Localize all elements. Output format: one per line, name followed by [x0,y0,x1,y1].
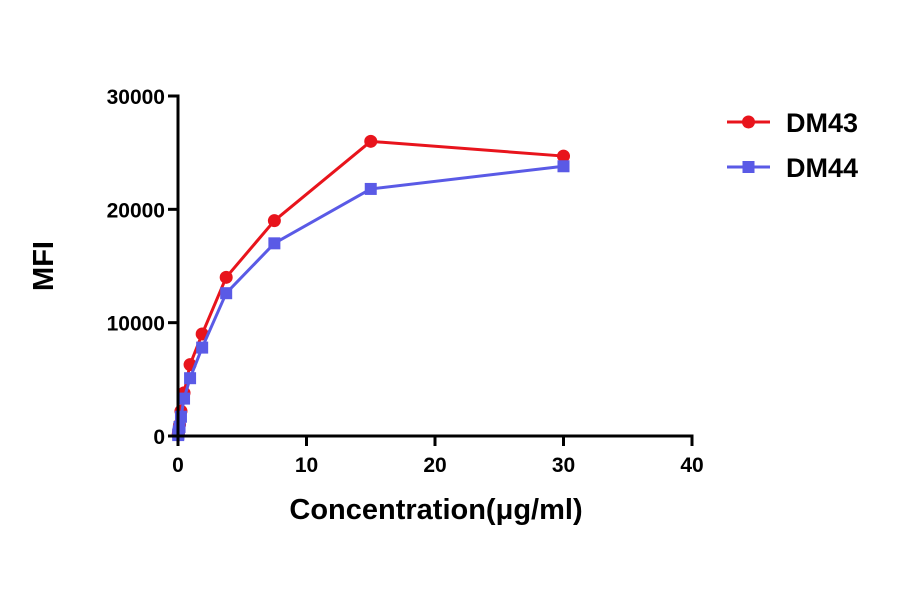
x-tick-label: 10 [295,454,318,477]
legend-marker [742,161,755,173]
y-tick-label: 0 [153,426,165,449]
series-line-dm44 [176,164,564,436]
legend-marker [742,115,755,129]
data-point [364,182,377,195]
y-tick-label: 30000 [107,86,165,109]
y-tick-label: 10000 [107,313,165,336]
x-tick-label: 40 [680,454,703,477]
legend-label-dm44: DM44 [786,153,858,183]
data-point [220,287,233,300]
legend-label-dm43: DM43 [786,108,858,138]
data-point [557,160,570,173]
data-point [184,372,197,385]
data-point [268,237,281,250]
data-point [178,392,191,405]
legend: DM43 DM44 [727,108,858,183]
plot-area [171,134,570,442]
y-tick-label: 20000 [107,199,165,222]
x-axis-title: Concentration(μg/ml) [289,494,582,526]
data-point [267,214,281,228]
data-point [557,149,570,163]
y-axis-title: MFI [28,241,60,291]
x-tick-label: 30 [552,454,575,477]
x-tick-label: 0 [172,454,184,477]
axis-ticks: 0 10000 20000 30000 0 10 20 30 40 [107,86,704,477]
data-point [196,341,209,354]
x-tick-label: 20 [423,454,446,477]
data-point [219,270,233,284]
data-point [364,134,378,148]
